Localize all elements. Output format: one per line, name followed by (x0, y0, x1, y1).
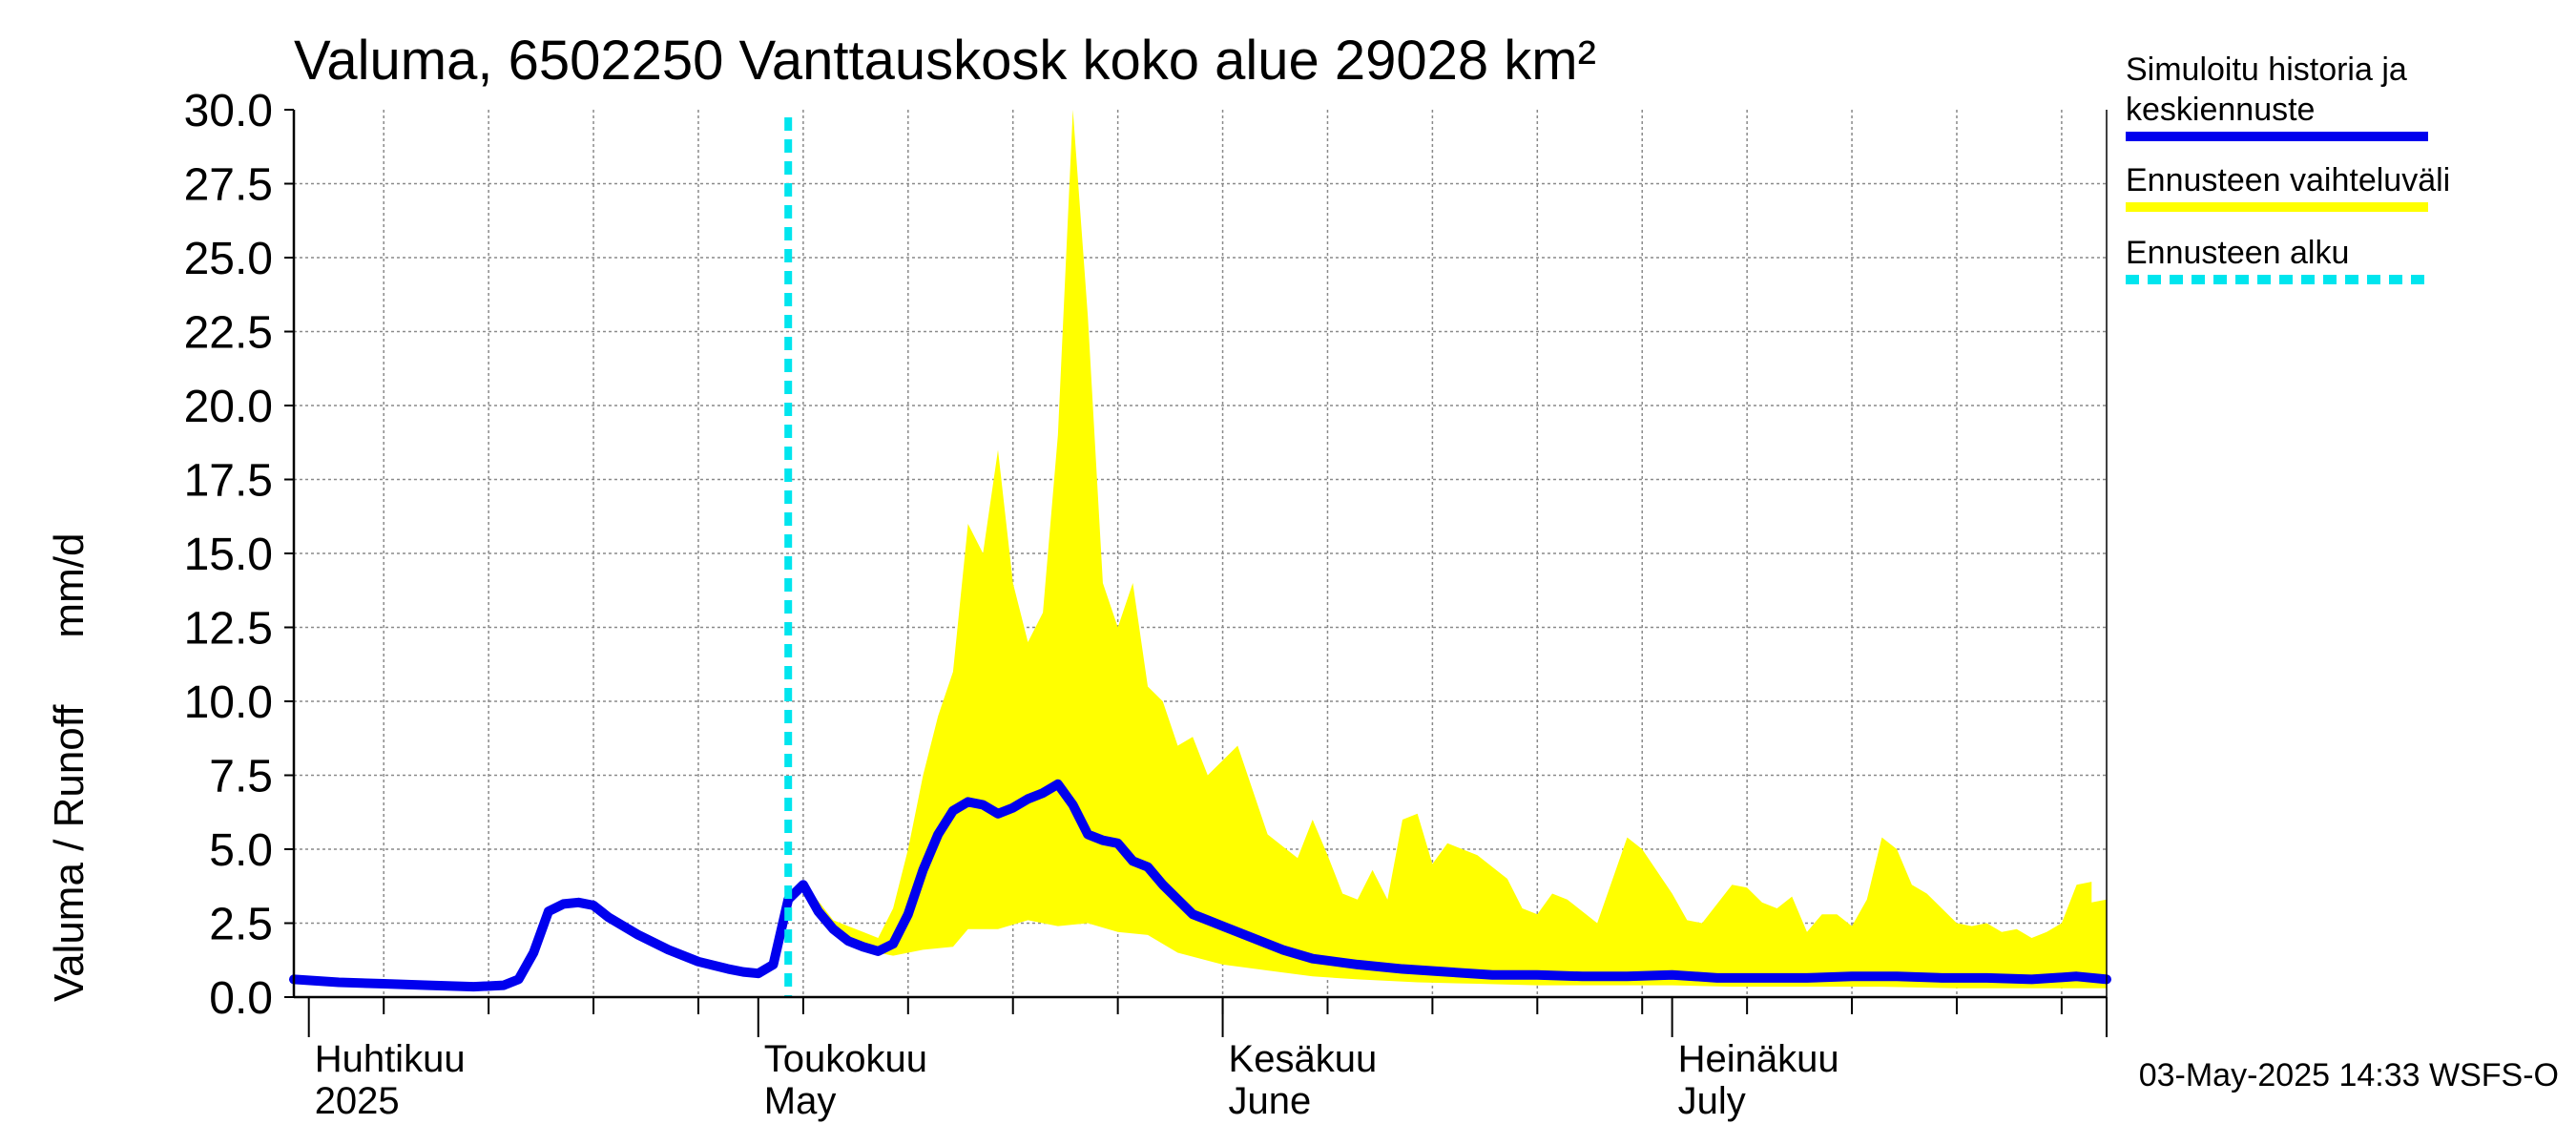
legend-label-simulated: Simuloitu historia ja keskiennuste (2126, 50, 2407, 130)
y-tick-label: 5.0 (209, 825, 273, 876)
grid-lines (294, 110, 2107, 997)
x-month-label: Heinäkuu (1678, 1038, 1839, 1080)
x-month-label: Toukokuu (764, 1038, 927, 1080)
legend-label-forecast-start: Ennusteen alku (2126, 235, 2350, 271)
simulated-runoff-path (289, 779, 2111, 992)
y-tick-label: 22.5 (184, 308, 273, 359)
legend (2126, 132, 2428, 284)
y-tick-label: 20.0 (184, 382, 273, 432)
y-tick-label: 25.0 (184, 234, 273, 284)
x-month-label: Kesäkuu (1229, 1038, 1378, 1080)
forecast-range-band (802, 110, 2107, 989)
y-tick-label: 17.5 (184, 456, 273, 507)
y-axis-unit: mm/d (46, 532, 93, 638)
y-tick-label: 12.5 (184, 604, 273, 655)
x-month-sublabel: 2025 (315, 1080, 400, 1122)
chart-title: Valuma, 6502250 Vanttauskosk koko alue 2… (294, 30, 1596, 92)
timestamp-footer: 03-May-2025 14:33 WSFS-O (2138, 1057, 2559, 1093)
y-tick-label: 0.0 (209, 973, 273, 1024)
legend-label-simulated-line2: keskiennuste (2126, 92, 2316, 128)
legend-label-range: Ennusteen vaihteluväli (2126, 162, 2451, 198)
simulated-runoff-line (289, 779, 2111, 992)
y-axis-label: Valuma / Runoff mm/d (46, 533, 93, 1002)
y-tick-labels: 0.0 2.5 5.0 7.5 10.0 12.5 15.0 17.5 20.0 22.5 25.0… (184, 86, 273, 1024)
y-tick-label: 27.5 (184, 160, 273, 211)
x-month-label: Huhtikuu (315, 1038, 466, 1080)
y-axis-title: Valuma / Runoff (46, 704, 93, 1002)
axes (284, 109, 2108, 1037)
y-tick-label: 2.5 (209, 900, 273, 950)
y-tick-label: 10.0 (184, 677, 273, 728)
y-tick-label: 7.5 (209, 752, 273, 802)
x-month-sublabel: July (1678, 1080, 1746, 1122)
x-month-sublabel: June (1229, 1080, 1312, 1122)
legend-label-simulated-line1: Simuloitu historia ja (2126, 52, 2407, 88)
x-month-sublabel: May (764, 1080, 837, 1122)
forecast-range-area (802, 110, 2107, 989)
y-tick-label: 30.0 (184, 86, 273, 136)
y-tick-label: 15.0 (184, 530, 273, 580)
